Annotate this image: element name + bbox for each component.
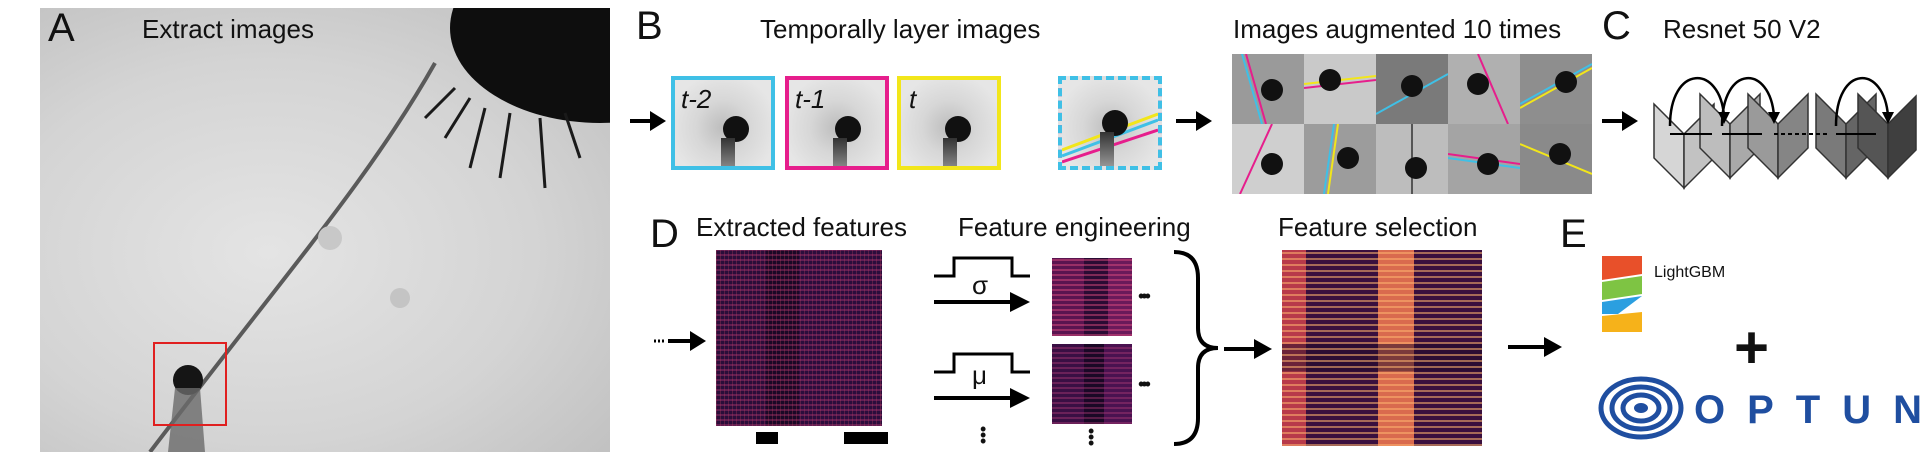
aug-tile — [1448, 54, 1520, 124]
lightgbm-wordmark: LightGBM — [1654, 264, 1726, 281]
panel-d-letter: D — [650, 212, 679, 256]
extracted-features-heatmap — [716, 250, 882, 426]
augment-title: Images augmented 10 times — [1233, 14, 1562, 44]
feature-marker-bar — [756, 432, 778, 444]
arrow-into-b — [628, 106, 668, 141]
panel-b-letter: B — [636, 4, 663, 48]
sigma-feature-heatmap — [1052, 258, 1132, 336]
panel-a-letter: A — [48, 6, 75, 50]
aug-tile — [1304, 124, 1376, 194]
feature-engineering-title: Feature engineering — [958, 212, 1191, 242]
frame-t: t — [897, 76, 1001, 170]
frame-label: t-1 — [795, 84, 826, 114]
panel-a — [40, 8, 610, 452]
sigma-symbol: σ — [972, 270, 989, 300]
plus-sign: + — [1734, 314, 1770, 381]
roi-highlight-box — [153, 342, 227, 426]
layered-composite-frame — [1058, 76, 1162, 170]
feature-selection-heatmap — [1282, 250, 1482, 446]
more-ellipsis: ••• — [1138, 374, 1151, 394]
panel-e-letter: E — [1560, 212, 1587, 256]
arrow-to-selection — [1222, 334, 1274, 369]
frame-t-minus-1: t-1 — [785, 76, 889, 170]
panel-a-photo — [148, 8, 610, 452]
optuna-wordmark: OPTUNA — [1694, 388, 1922, 432]
merge-brace — [1173, 250, 1219, 446]
panel-b-title: Temporally layer images — [760, 14, 1041, 44]
more-ellipsis-vertical: • • • — [980, 419, 987, 451]
arrow-into-resnet — [1600, 106, 1640, 141]
extracted-features-title: Extracted features — [696, 212, 907, 242]
arrow-into-features — [652, 326, 712, 361]
mu-feature-heatmap — [1052, 344, 1132, 424]
frame-label: t — [909, 84, 917, 114]
arrow-to-models — [1506, 332, 1566, 367]
aug-tile — [1232, 54, 1304, 124]
mu-symbol: μ — [972, 360, 987, 390]
aug-tile — [1232, 124, 1304, 194]
aug-tile — [1448, 124, 1520, 194]
feature-selection-title: Feature selection — [1278, 212, 1478, 242]
aug-tile — [1376, 54, 1448, 124]
panel-c-title: Resnet 50 V2 — [1663, 14, 1821, 44]
frame-label: t-2 — [681, 84, 712, 114]
optuna-logo-icon — [1598, 376, 1684, 440]
arrow-to-augment — [1174, 106, 1214, 141]
augmented-images-grid — [1232, 54, 1592, 194]
lightgbm-logo-icon — [1602, 256, 1642, 332]
aug-tile — [1376, 124, 1448, 194]
aug-tile — [1520, 124, 1592, 194]
panel-c-letter: C — [1602, 4, 1631, 48]
frame-t-minus-2: t-2 — [671, 76, 775, 170]
mu-window-arrow — [934, 352, 1030, 408]
resnet-diagram — [1653, 76, 1917, 190]
panel-a-title: Extract images — [142, 14, 314, 44]
more-ellipsis: ••• — [1138, 286, 1151, 306]
aug-tile — [1520, 54, 1592, 124]
feature-marker-bar — [844, 432, 888, 444]
aug-tile — [1304, 54, 1376, 124]
more-ellipsis-vertical: • • • — [1088, 421, 1095, 453]
sigma-window-arrow — [934, 256, 1030, 312]
